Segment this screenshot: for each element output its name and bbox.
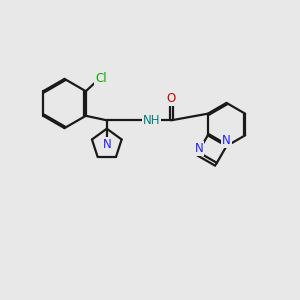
Text: N: N (102, 138, 111, 151)
Text: NH: NH (143, 114, 160, 127)
Text: N: N (222, 134, 231, 147)
Text: O: O (167, 92, 176, 105)
Text: Cl: Cl (95, 72, 107, 85)
Text: N: N (194, 142, 203, 154)
